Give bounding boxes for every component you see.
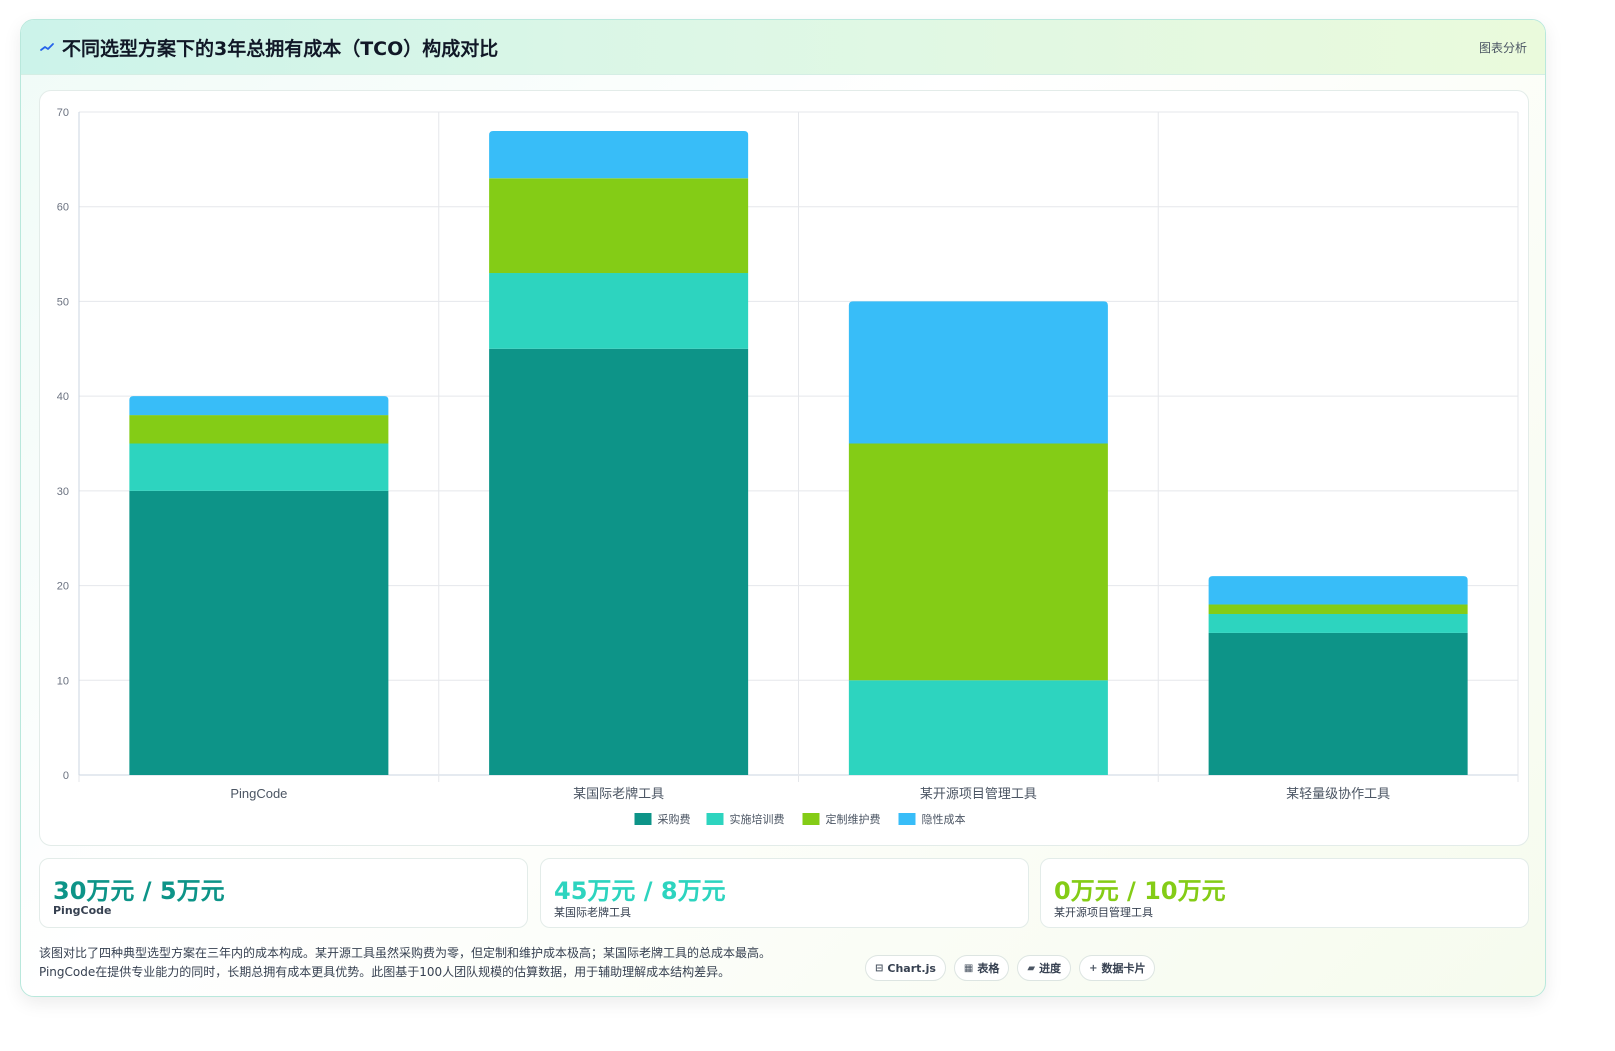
bar-segment bbox=[489, 130, 749, 179]
chart-title: 不同选型方案下的3年总拥有成本（TCO）构成对比 bbox=[62, 38, 499, 60]
legend-label: 隐性成本 bbox=[922, 812, 966, 826]
bar-segment bbox=[129, 415, 389, 444]
chip-label: 进度 bbox=[1039, 962, 1062, 975]
legend-label: 采购费 bbox=[658, 812, 691, 826]
bar-segment bbox=[129, 443, 389, 491]
y-tick-label: 10 bbox=[57, 675, 69, 687]
stat-value: 45万元 / 8万元 bbox=[554, 877, 726, 905]
chart-panel: 0 10 20 30 40 50 60 70 PingCode 某国际老牌工具 某开源项目管理工具 某… bbox=[39, 90, 1529, 846]
chart-line-icon bbox=[40, 43, 54, 51]
stat-card-opensource-tool: 0万元 / 10万元 某开源项目管理工具 bbox=[1040, 858, 1529, 928]
legend-swatch bbox=[898, 813, 916, 825]
legend-swatch bbox=[706, 813, 724, 825]
legend-swatch bbox=[802, 813, 820, 825]
chip-group: ⊟ Chart.js ▦ 表格 ▰ 进度 + 数据卡片 bbox=[865, 955, 1156, 981]
x-tick-label: 某国际老牌工具 bbox=[573, 786, 664, 801]
stat-label: 某国际老牌工具 bbox=[554, 906, 631, 919]
chart-card: 不同选型方案下的3年总拥有成本（TCO）构成对比 图表分析 0 10 20 30 40 5… bbox=[20, 19, 1546, 997]
x-tick-label: 某轻量级协作工具 bbox=[1286, 786, 1390, 801]
y-tick-label: 30 bbox=[57, 486, 69, 498]
bar-segment bbox=[848, 301, 1108, 444]
chart-analysis-tag[interactable]: 图表分析 bbox=[1478, 41, 1527, 55]
stat-label: PingCode bbox=[53, 904, 112, 917]
bar-segment bbox=[129, 396, 389, 416]
legend-label: 定制维护费 bbox=[826, 812, 881, 826]
description-line-1: 该图对比了四种典型选型方案在三年内的成本构成。某开源工具虽然采购费为零，但定制和… bbox=[39, 946, 772, 960]
chip-label: Chart.js bbox=[887, 961, 936, 975]
bar-segment bbox=[1208, 632, 1468, 775]
x-tick-label: PingCode bbox=[230, 786, 287, 801]
y-tick-label: 60 bbox=[57, 202, 69, 214]
y-tick-label: 20 bbox=[57, 581, 69, 593]
stat-value: 0万元 / 10万元 bbox=[1054, 877, 1226, 905]
progress-icon: ▰ bbox=[1027, 962, 1036, 974]
chart-description: 该图对比了四种典型选型方案在三年内的成本构成。某开源工具虽然采购费为零，但定制和… bbox=[39, 944, 839, 982]
bar-segment bbox=[1208, 576, 1468, 605]
bar-segment bbox=[489, 348, 749, 775]
bar-segment bbox=[848, 443, 1108, 681]
stat-value: 30万元 / 5万元 bbox=[53, 877, 225, 905]
chip-label: 表格 bbox=[977, 962, 1000, 975]
bar-segment bbox=[1208, 604, 1468, 614]
chip-chartjs[interactable]: ⊟ Chart.js bbox=[865, 955, 946, 981]
chip-label: 数据卡片 bbox=[1101, 962, 1146, 975]
stat-card-pingcode: 30万元 / 5万元 PingCode bbox=[39, 858, 528, 928]
stat-label: 某开源项目管理工具 bbox=[1054, 906, 1153, 919]
chart-icon: ⊟ bbox=[875, 962, 884, 974]
chip-table[interactable]: ▦ 表格 bbox=[953, 955, 1010, 981]
legend-label: 实施培训费 bbox=[730, 812, 785, 826]
table-icon: ▦ bbox=[963, 962, 974, 974]
stat-card-intl-tool: 45万元 / 8万元 某国际老牌工具 bbox=[540, 858, 1029, 928]
legend-swatch bbox=[634, 813, 652, 825]
x-tick-label: 某开源项目管理工具 bbox=[920, 786, 1037, 801]
chip-data-card[interactable]: + 数据卡片 bbox=[1079, 955, 1156, 981]
y-tick-label: 70 bbox=[57, 107, 69, 119]
y-tick-label: 0 bbox=[63, 770, 69, 782]
bar-segment bbox=[129, 490, 389, 775]
bar-segment bbox=[489, 273, 749, 349]
bar-segment bbox=[848, 680, 1108, 775]
plus-icon: + bbox=[1089, 962, 1098, 974]
description-line-2: PingCode在提供专业能力的同时，长期总拥有成本更具优势。此图基于100人团… bbox=[39, 965, 731, 979]
card-header: 不同选型方案下的3年总拥有成本（TCO）构成对比 图表分析 bbox=[21, 20, 1545, 75]
bar-segment bbox=[1208, 613, 1468, 633]
bar-segment bbox=[489, 178, 749, 274]
y-tick-label: 40 bbox=[57, 391, 69, 403]
stacked-bar-chart: 0 10 20 30 40 50 60 70 PingCode 某国际老牌工具 某开源项目管理工具 某… bbox=[57, 107, 1519, 826]
chip-progress[interactable]: ▰ 进度 bbox=[1017, 955, 1072, 981]
y-tick-label: 50 bbox=[57, 296, 69, 308]
